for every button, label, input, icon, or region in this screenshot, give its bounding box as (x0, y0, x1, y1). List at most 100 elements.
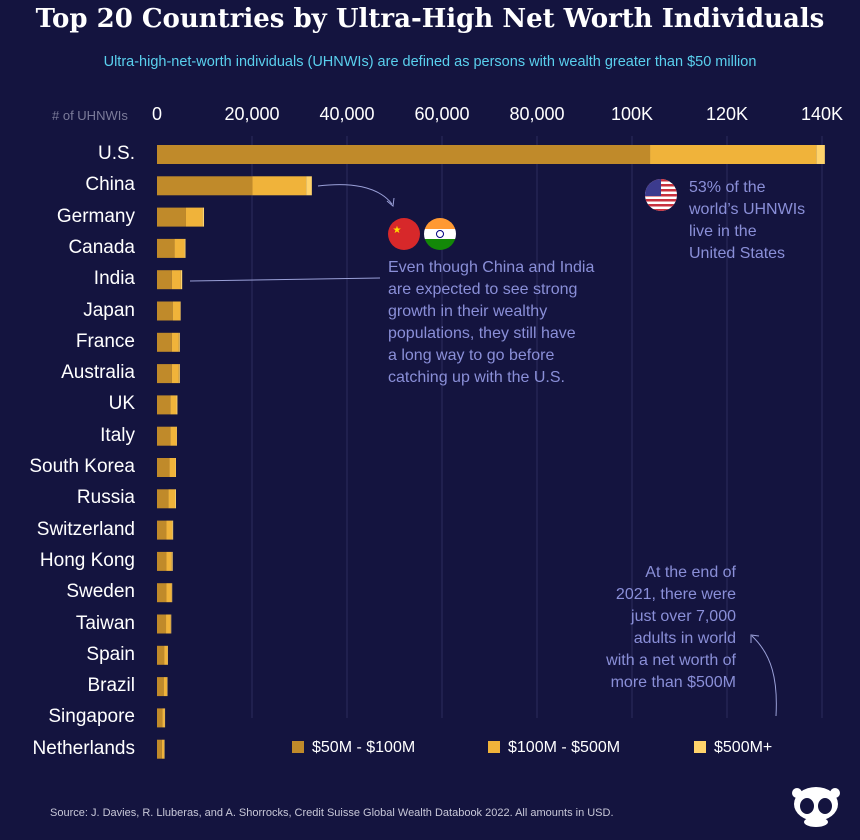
country-label: Germany (56, 205, 135, 227)
bar-segment (650, 145, 817, 164)
bar-segment (171, 364, 179, 384)
country-label: Japan (83, 299, 135, 321)
bar-segment (157, 708, 163, 728)
source-note: Source: J. Davies, R. Lluberas, and A. S… (50, 807, 614, 819)
x-tick-label: 100K (610, 104, 654, 124)
us-annotation: 53% of the world’s UHNWIs live in the Un… (689, 177, 805, 265)
legend-item-500m-plus: $500M+ (694, 739, 772, 757)
bar-segment (306, 176, 312, 196)
us-annotation-line: 53% of the (689, 179, 766, 196)
legend-swatch (694, 741, 706, 753)
china-india-annotation-line: catching up with the U.S. (388, 369, 565, 386)
india-connector-line (189, 277, 381, 282)
bar-segment (166, 551, 172, 571)
bar-segment (157, 364, 172, 384)
bar-segment (157, 238, 175, 258)
billion-connector-line (751, 635, 777, 717)
bar-segment (166, 614, 171, 634)
bar-segment (175, 489, 176, 509)
x-axis-label: # of UHNWIs (52, 108, 128, 123)
country-label: Spain (86, 643, 135, 665)
bar-segment (157, 583, 167, 603)
bar-segment (174, 238, 185, 258)
bar-segment (157, 551, 167, 571)
country-label: Taiwan (75, 612, 135, 634)
bar-segment (163, 677, 167, 697)
bar-segment (202, 207, 205, 227)
publisher-logo-icon (790, 782, 842, 835)
bar-segment (157, 332, 172, 352)
country-label: Canada (68, 236, 135, 258)
bar-segment (162, 708, 165, 728)
legend-item-50-100m: $50M - $100M (292, 739, 415, 757)
bar-segment (185, 207, 203, 227)
country-label: France (75, 330, 135, 352)
legend-swatch (292, 741, 304, 753)
x-tick-label: 60,000 (414, 104, 470, 124)
bar-segment (157, 520, 167, 540)
china-india-annotation-line: Even though China and India (388, 259, 595, 276)
bar-segment (180, 270, 183, 290)
billion-connector-arrow (750, 634, 760, 643)
china-india-annotation-line: a long way to go before (388, 347, 555, 364)
billion-annotation-line: adults in world (633, 630, 736, 647)
bars (157, 145, 825, 759)
bar-segment (161, 739, 165, 759)
us-annotation-line: world’s UHNWIs (689, 201, 806, 218)
legend-label: $500M+ (714, 739, 773, 756)
legend-item-100-500m: $100M - $500M (488, 739, 620, 757)
bar-segment (178, 332, 180, 352)
country-label: Singapore (48, 706, 135, 728)
bar-segment (157, 301, 173, 321)
x-tick-label: 20,000 (224, 104, 280, 124)
country-label: Switzerland (36, 518, 135, 540)
x-tick-label: 40,000 (319, 104, 375, 124)
bar-segment (157, 176, 253, 196)
bar-segment (157, 270, 172, 290)
country-label: Italy (100, 424, 135, 446)
country-label: Brazil (87, 675, 135, 697)
country-label: Netherlands (32, 737, 135, 759)
legend-swatch (488, 741, 500, 753)
billion-annotation-line: more than $500M (610, 674, 736, 691)
country-label: Sweden (66, 581, 135, 603)
bar-segment (168, 489, 176, 509)
bar-segment (157, 677, 164, 697)
bar-segment (157, 207, 186, 227)
chart-title: Top 20 Countries by Ultra-High Net Worth… (35, 4, 825, 34)
bar-segment (157, 645, 165, 665)
bar-segment (172, 520, 174, 540)
country-label: UK (108, 393, 135, 415)
annotation-connectors (189, 184, 777, 717)
bar-segment (170, 426, 177, 446)
bar-segment (164, 645, 168, 665)
x-tick-label: 80,000 (509, 104, 565, 124)
x-tick-label: 140K (800, 104, 844, 124)
india-flag-icon (424, 218, 456, 250)
bar-segment (171, 270, 181, 290)
svg-text:★: ★ (393, 225, 402, 236)
us-annotation-line: live in the (689, 223, 757, 240)
china-flag-icon: ★ (388, 218, 420, 250)
china-india-annotation-line: are expected to see strong (388, 281, 578, 298)
bar-segment (170, 395, 177, 415)
bar-segment (171, 332, 179, 352)
country-label: South Korea (29, 456, 135, 477)
bar-segment (166, 520, 173, 540)
bar-segment (157, 145, 651, 164)
china-india-annotation-line: populations, they still have (388, 325, 576, 342)
bar-segment (157, 739, 162, 759)
country-label: Russia (76, 487, 135, 509)
bar-segment (166, 583, 172, 603)
bar-segment (157, 395, 171, 415)
bar-segment (171, 551, 173, 571)
billion-annotation-line: At the end of (645, 564, 736, 581)
bar-segment (172, 301, 181, 321)
billion-annotation: At the end of 2021, there were just over… (560, 562, 736, 694)
bar-segment (157, 614, 167, 634)
bar-segment (157, 489, 169, 509)
x-tick-label: 0 (151, 104, 163, 124)
bar-segment (157, 426, 171, 446)
billion-annotation-line: just over 7,000 (631, 608, 736, 625)
country-label: India (93, 268, 135, 290)
